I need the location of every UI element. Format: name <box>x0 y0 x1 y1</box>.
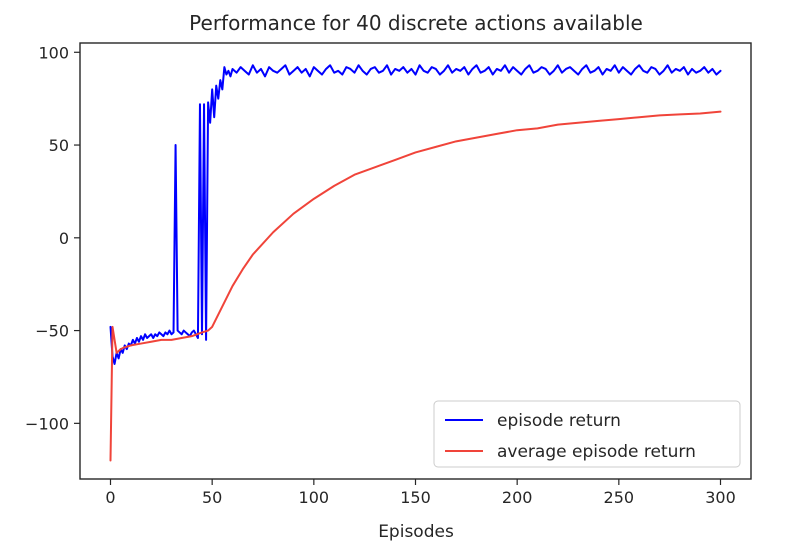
legend-label-average-episode-return: average episode return <box>497 442 696 462</box>
chart-title: Performance for 40 discrete actions avai… <box>189 11 643 35</box>
x-tick-label: 250 <box>604 488 635 507</box>
plot-area <box>109 64 722 462</box>
legend: episode return average episode return <box>433 400 741 468</box>
x-tick-label: 0 <box>105 488 115 507</box>
y-tick-label: 50 <box>49 136 69 155</box>
x-axis-label: Episodes <box>378 522 454 542</box>
y-axis: −100 −50 0 50 100 <box>25 43 80 433</box>
series-line-average-episode-return <box>109 110 722 462</box>
x-tick-label: 300 <box>705 488 736 507</box>
x-axis: 0 50 100 150 200 250 300 <box>105 479 736 507</box>
series-line-episode-return <box>109 64 722 365</box>
x-tick-label: 50 <box>202 488 222 507</box>
x-tick-label: 100 <box>299 488 330 507</box>
legend-box <box>433 400 741 468</box>
x-tick-label: 200 <box>502 488 533 507</box>
y-tick-label: 100 <box>38 43 69 62</box>
y-tick-label: 0 <box>59 229 69 248</box>
legend-label-episode-return: episode return <box>497 411 621 431</box>
y-tick-label: −50 <box>35 322 69 341</box>
y-tick-label: −100 <box>25 414 69 433</box>
x-tick-label: 150 <box>400 488 431 507</box>
